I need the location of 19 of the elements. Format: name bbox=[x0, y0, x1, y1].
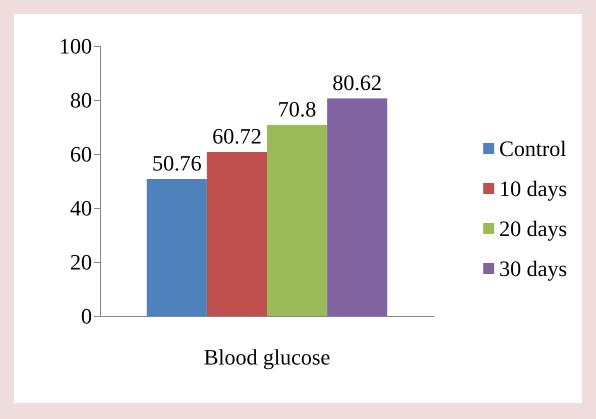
data-label: 80.62 bbox=[332, 70, 382, 95]
y-tick-label: 40 bbox=[70, 196, 92, 220]
data-label: 70.8 bbox=[278, 96, 316, 122]
bar bbox=[327, 98, 388, 316]
legend-label: Control bbox=[499, 136, 566, 161]
legend-label: 20 days bbox=[499, 216, 567, 241]
y-tick-label: 100 bbox=[59, 34, 92, 58]
data-label: 60.72 bbox=[212, 124, 262, 149]
y-tick-label: 0 bbox=[81, 304, 92, 328]
x-axis-title: Blood glucose bbox=[204, 344, 330, 370]
y-tick-label: 80 bbox=[70, 88, 92, 112]
legend-label: 30 days bbox=[499, 256, 567, 281]
data-label: 50.76 bbox=[152, 150, 202, 176]
legend-label: 10 days bbox=[499, 176, 567, 201]
y-tick-label: 20 bbox=[70, 250, 92, 274]
y-tick-label: 60 bbox=[70, 142, 92, 166]
bar bbox=[267, 124, 328, 316]
bar bbox=[206, 152, 267, 316]
bar bbox=[146, 178, 207, 316]
